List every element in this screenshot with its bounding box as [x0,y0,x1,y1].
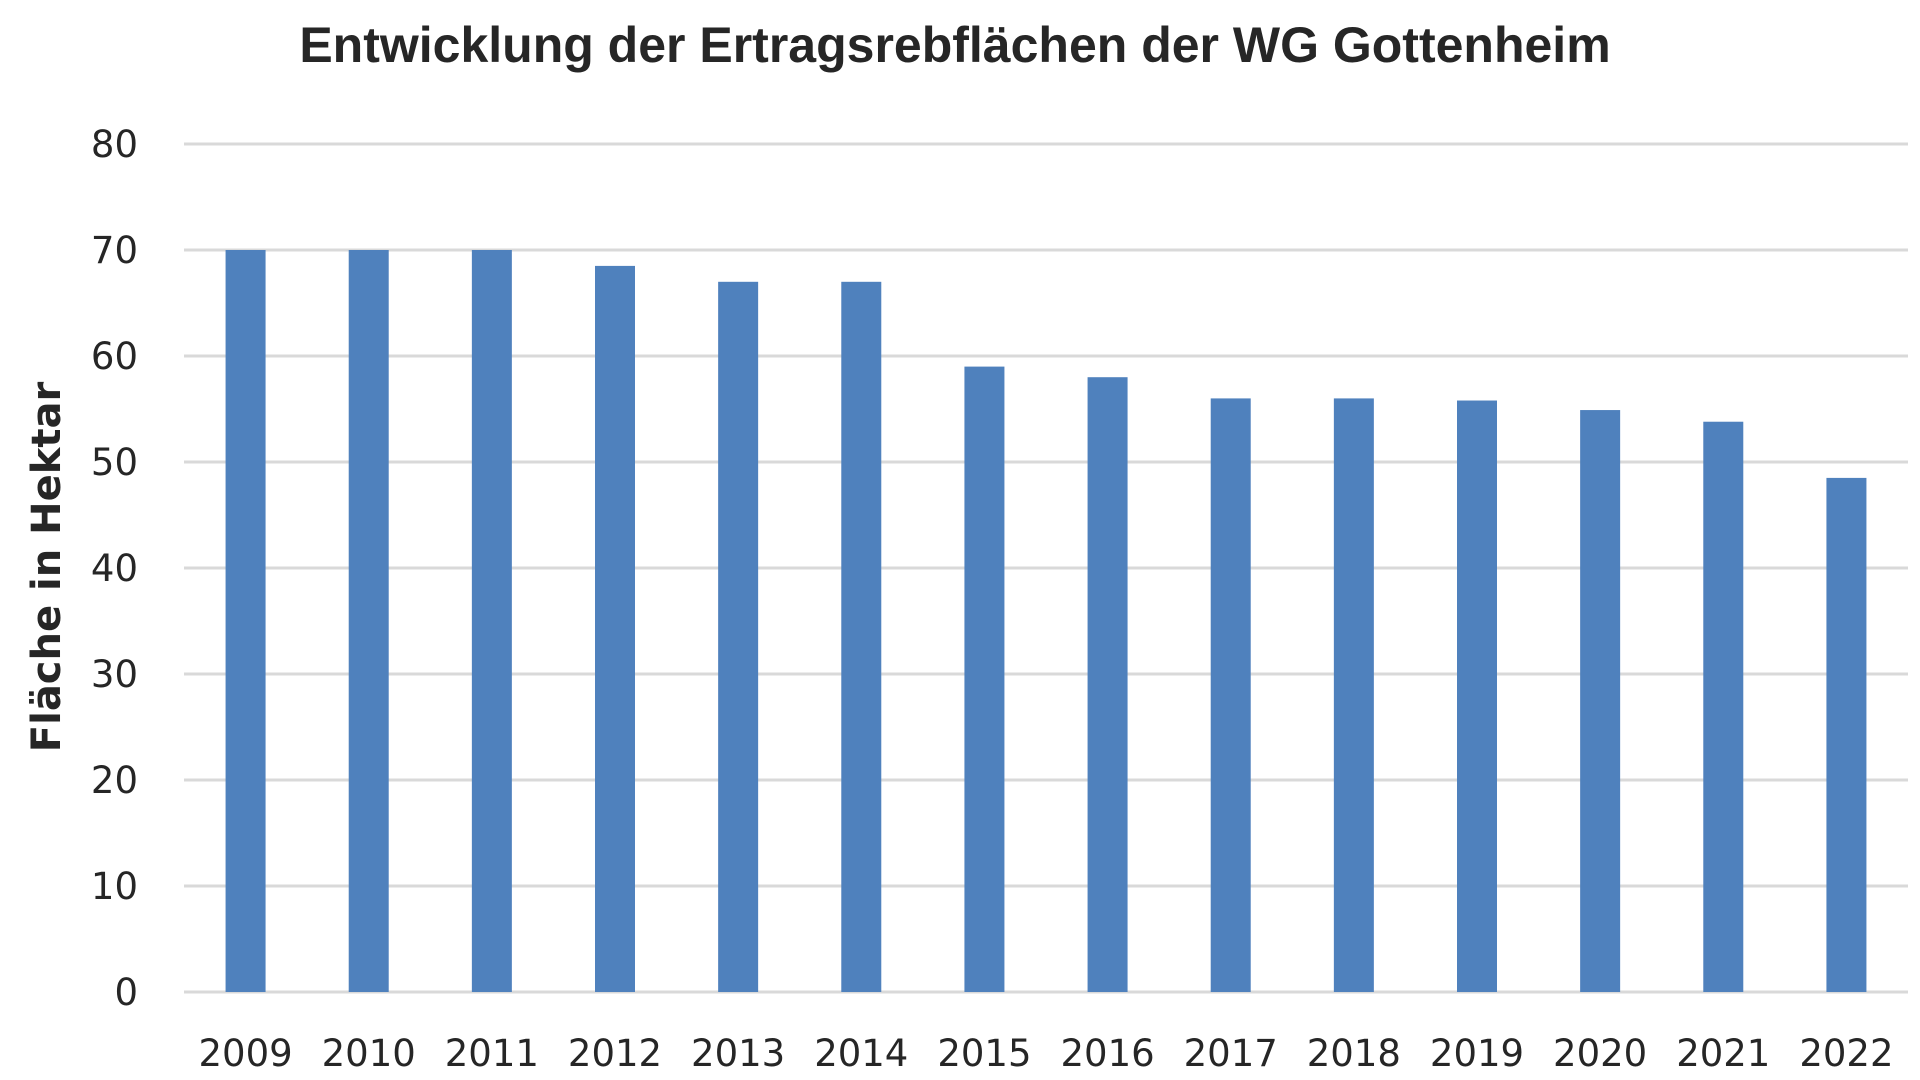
bar-2013 [718,281,759,992]
bar-2009 [225,250,266,992]
y-tick-label: 70 [91,229,138,272]
bar-2011 [471,250,512,992]
bar-2021 [1703,421,1744,993]
bar-2020 [1580,410,1621,992]
x-tick-label: 2018 [1307,1032,1401,1075]
x-tick-label: 2020 [1553,1032,1647,1075]
bar-2010 [348,250,389,992]
chart-title: Entwicklung der Ertragsrebflächen der WG… [299,17,1610,73]
bar-2015 [964,366,1005,993]
x-tick-label: 2012 [568,1032,662,1075]
x-tick-label: 2009 [198,1032,292,1075]
bar-2018 [1333,398,1374,992]
x-tick-label: 2010 [322,1032,416,1075]
y-tick-label: 30 [91,653,138,696]
y-tick-label: 10 [91,865,138,908]
bar-2017 [1210,398,1251,992]
x-tick-label: 2019 [1430,1032,1524,1075]
x-tick-label: 2011 [445,1032,539,1075]
y-tick-label: 50 [91,441,138,484]
y-tick-label: 0 [114,971,138,1014]
bar-2022 [1826,477,1867,992]
x-tick-label: 2014 [814,1032,908,1075]
x-axis-ticks: 2009 2010 2011 2012 2013 2014 2015 2016 2017 2018… [198,1032,1893,1075]
bars [225,250,1867,993]
bar-2012 [595,265,635,992]
x-tick-label: 2015 [937,1032,1031,1075]
y-tick-label: 80 [91,123,138,166]
gridlines [184,142,1908,994]
y-axis-ticks: 0 10 20 30 40 50 60 70 80 [91,123,138,1014]
x-tick-label: 2021 [1676,1032,1770,1075]
x-tick-label: 2013 [691,1032,785,1075]
bar-2016 [1087,377,1128,992]
y-tick-label: 60 [91,335,138,378]
x-tick-label: 2017 [1184,1032,1278,1075]
bar-2019 [1457,400,1497,992]
y-tick-label: 40 [91,547,138,590]
bar-2014 [841,281,882,992]
y-axis-label: Fläche in Hektar [24,382,70,753]
x-tick-label: 2016 [1060,1032,1154,1075]
x-tick-label: 2022 [1799,1032,1893,1075]
y-tick-label: 20 [91,759,138,802]
